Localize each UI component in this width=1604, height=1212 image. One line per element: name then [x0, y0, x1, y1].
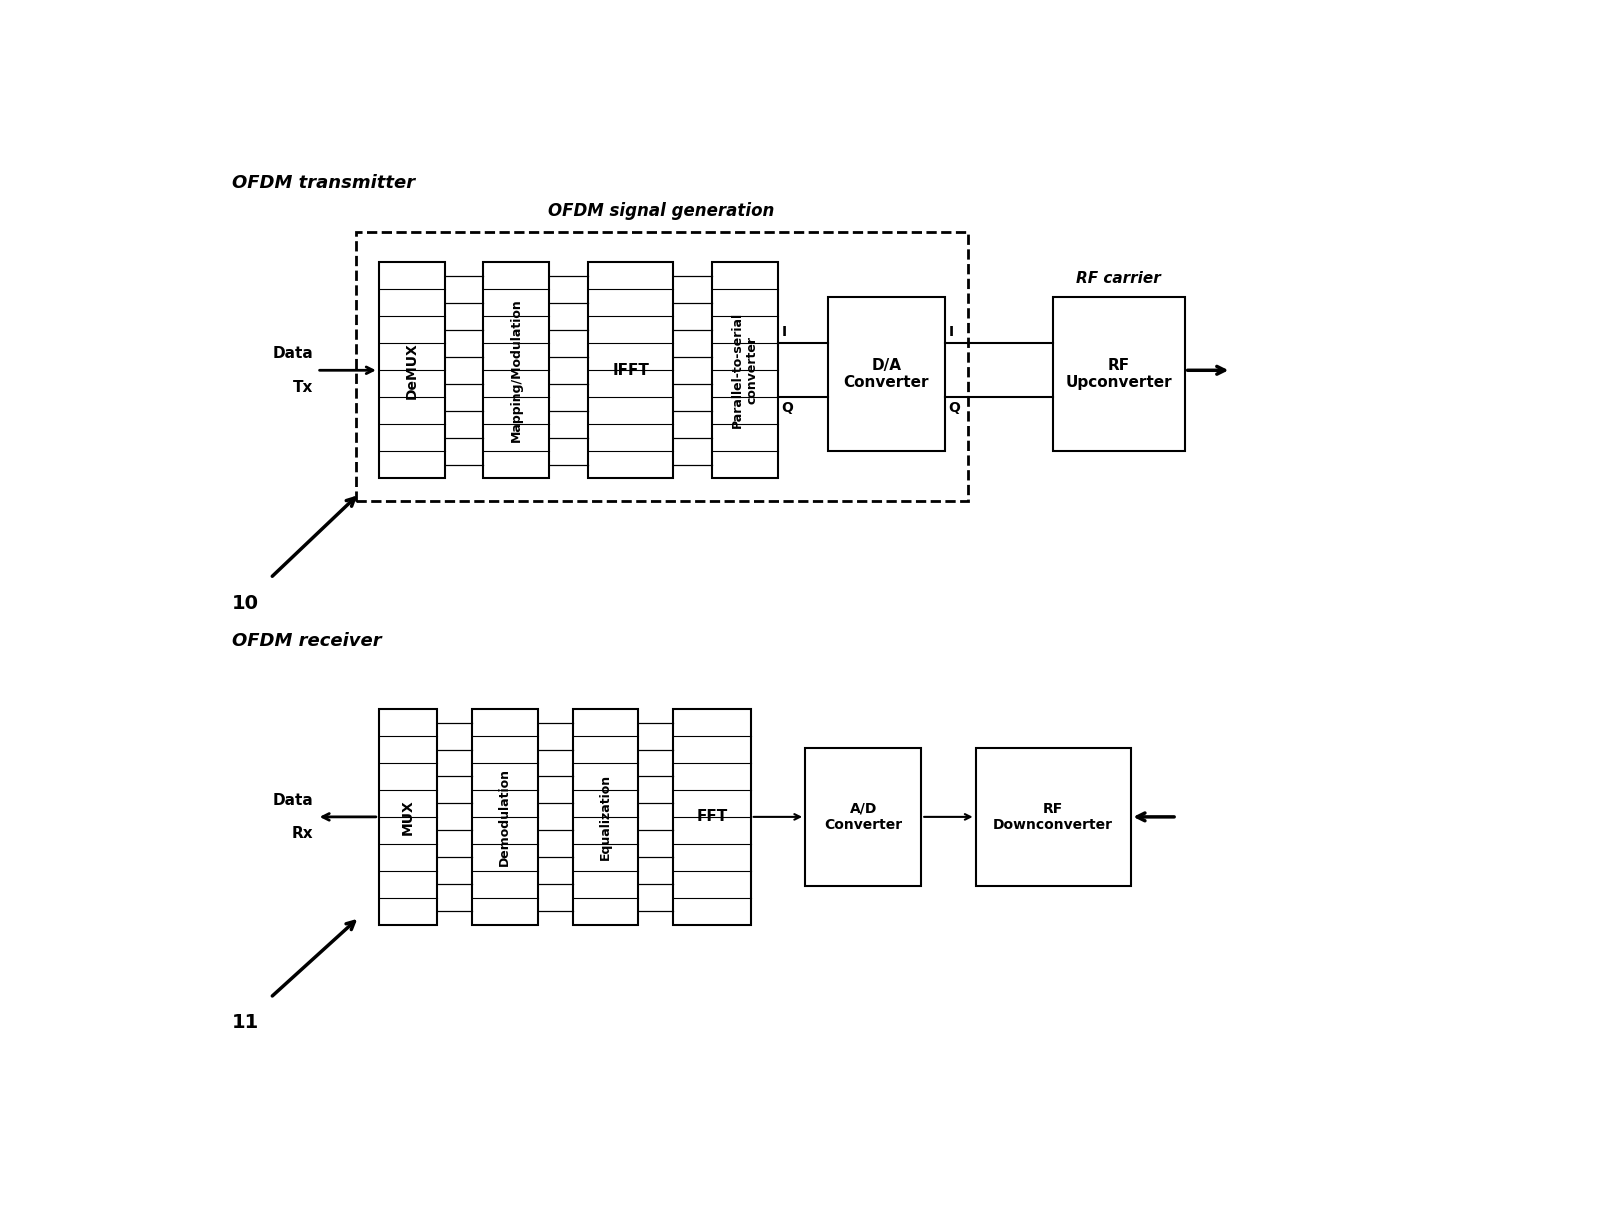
Text: 11: 11 [231, 1013, 258, 1033]
Bar [589, 263, 674, 478]
Text: OFDM signal generation: OFDM signal generation [549, 202, 775, 221]
Text: Q: Q [781, 401, 794, 415]
Text: RF
Upconverter: RF Upconverter [1065, 358, 1173, 390]
Text: FFT: FFT [696, 810, 728, 824]
Bar [356, 231, 967, 502]
Text: OFDM transmitter: OFDM transmitter [231, 175, 414, 191]
Text: A/D
Converter: A/D Converter [824, 802, 901, 831]
Text: RF carrier: RF carrier [1076, 270, 1161, 286]
Bar [472, 709, 537, 925]
Text: RF
Downconverter: RF Downconverter [993, 802, 1113, 831]
Text: 10: 10 [231, 594, 258, 612]
Text: Mapping/Modulation: Mapping/Modulation [510, 298, 523, 442]
Text: IFFT: IFFT [613, 362, 650, 378]
Text: OFDM receiver: OFDM receiver [231, 633, 382, 650]
Text: I: I [948, 326, 953, 339]
Text: MUX: MUX [401, 799, 415, 835]
Bar [975, 748, 1131, 886]
Text: I: I [781, 326, 788, 339]
Text: Rx: Rx [292, 827, 313, 841]
Bar [379, 263, 444, 478]
Bar [674, 709, 751, 925]
Bar [1052, 297, 1185, 451]
Text: Data: Data [273, 793, 313, 807]
Bar [828, 297, 945, 451]
Text: D/A
Converter: D/A Converter [844, 358, 929, 390]
Text: Parallel-to-serial
converter: Parallel-to-serial converter [731, 313, 759, 428]
Bar [483, 263, 549, 478]
Text: Q: Q [948, 401, 961, 415]
Text: Equalization: Equalization [598, 773, 613, 861]
Bar [805, 748, 921, 886]
Text: Data: Data [273, 347, 313, 361]
Bar [379, 709, 436, 925]
Bar [712, 263, 778, 478]
Bar [573, 709, 638, 925]
Text: Tx: Tx [292, 379, 313, 395]
Text: DeMUX: DeMUX [404, 342, 419, 399]
Text: Demodulation: Demodulation [499, 768, 512, 865]
